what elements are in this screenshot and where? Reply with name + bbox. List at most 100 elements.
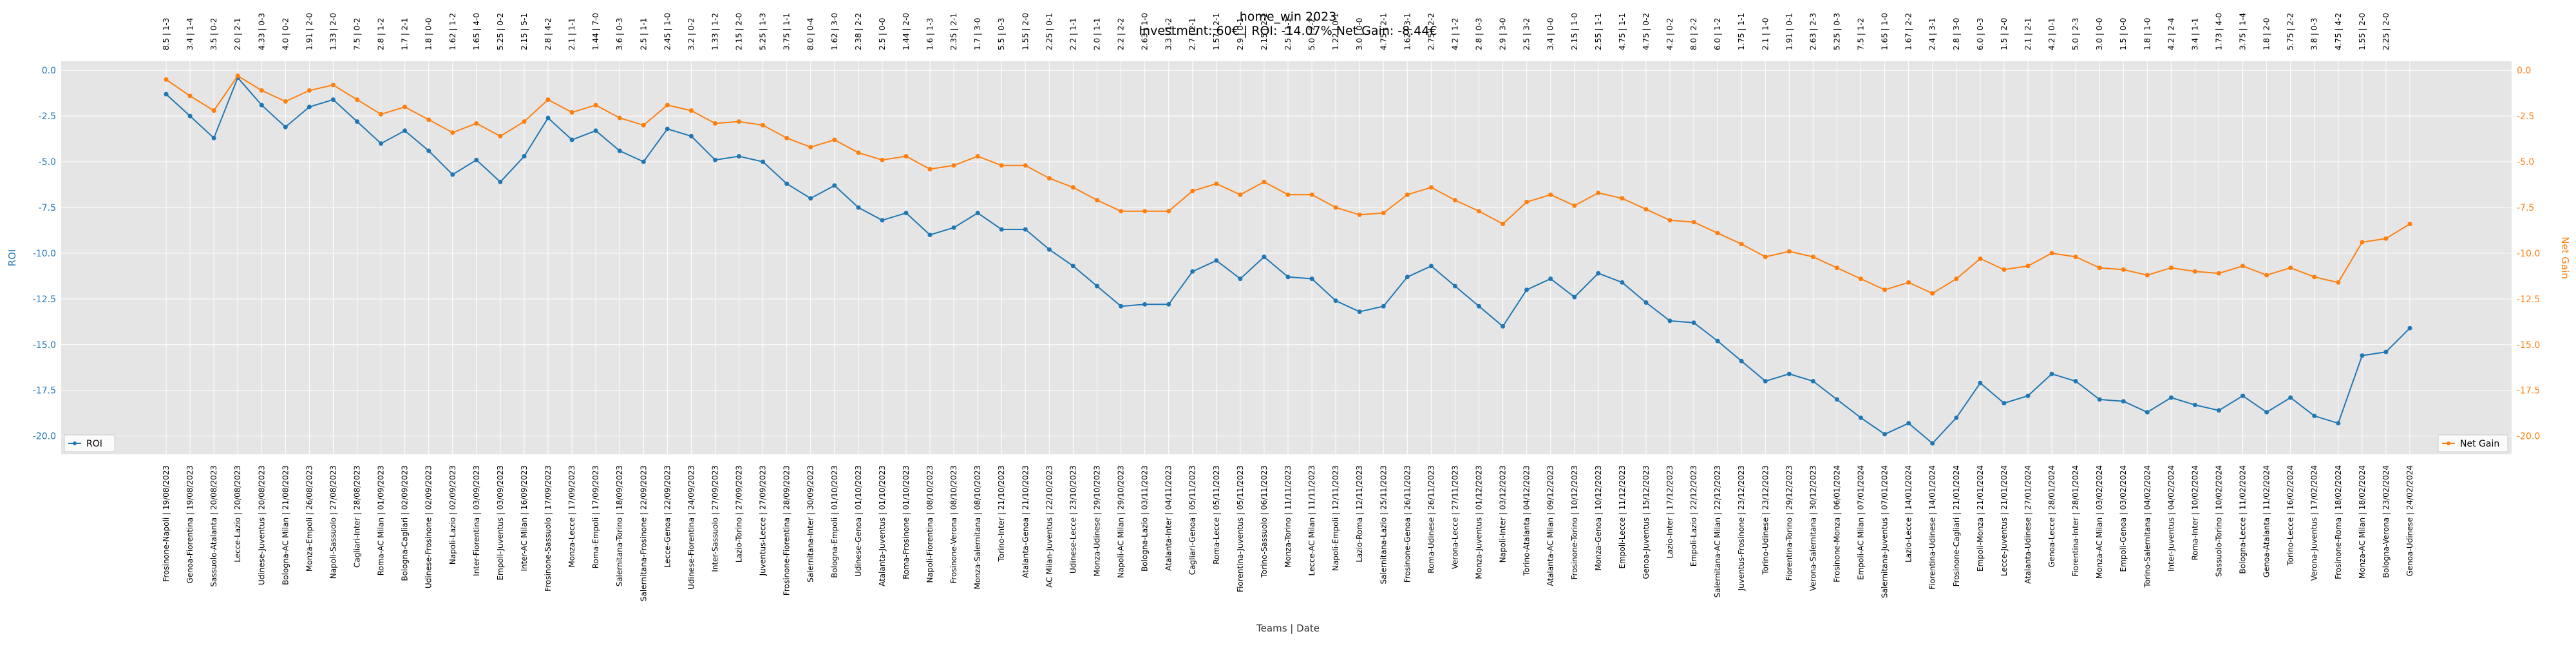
odds-label: 1.55 | 2-0	[1021, 13, 1030, 50]
odds-label: 2.45 | 1-0	[663, 13, 672, 50]
net-gain-point	[904, 154, 909, 159]
x-tick-label: Salernitana-Inter | 30/09/2023	[806, 465, 815, 583]
odds-label: 2.63 | 1-0	[1141, 13, 1150, 50]
x-tick-label: Roma-Empoli | 17/09/2023	[591, 465, 600, 568]
x-tick-label: Genoa-Juventus | 15/12/2023	[1642, 465, 1651, 579]
x-tick-label: Empoli-AC Milan | 07/01/2024	[1857, 465, 1866, 580]
net-gain-point	[1262, 179, 1267, 184]
net-gain-point	[1428, 185, 1434, 190]
x-tick-label: Empoli-Juventus | 03/09/2023	[496, 465, 505, 581]
roi-point	[737, 154, 741, 159]
odds-label: 1.62 | 3-1	[1403, 13, 1412, 50]
odds-label: 5.75 | 2-2	[2286, 13, 2295, 50]
net-gain-point	[761, 122, 766, 128]
x-tick-label: Verona-Salernitana | 30/12/2023	[1808, 465, 1817, 591]
odds-label: 2.5 | 1-1	[639, 18, 648, 50]
x-tick-label: Monza-Lecce | 17/09/2023	[567, 465, 576, 568]
roi-point	[2145, 410, 2150, 415]
roi-point	[545, 115, 551, 121]
roi-point	[1262, 255, 1267, 260]
net-gain-point	[211, 108, 216, 113]
roi-point	[688, 133, 694, 139]
net-gain-point	[283, 99, 288, 104]
net-gain-point	[1691, 220, 1696, 225]
x-tick-label: Monza-Juventus | 01/12/2023	[1475, 465, 1484, 579]
x-tick-label: Roma-Inter | 10/02/2024	[2190, 465, 2199, 561]
roi-point	[1405, 275, 1410, 280]
roi-point	[1309, 276, 1314, 282]
x-tick-label: Torino-Udinese | 23/12/2023	[1761, 465, 1770, 575]
x-tick-label: Frosinone-Cagliari | 21/01/2024	[1952, 465, 1961, 586]
roi-point	[951, 225, 956, 230]
odds-label: 2.75 | 2-2	[1426, 13, 1435, 50]
odds-label: 2.35 | 2-1	[949, 13, 958, 50]
left-y-tick-label: -5.0	[39, 157, 56, 168]
roi-point	[1285, 275, 1291, 280]
roi-point	[1954, 415, 1959, 420]
net-gain-point	[1452, 198, 1457, 203]
odds-label: 3.3 | 1-2	[1164, 18, 1173, 50]
odds-label: 1.33 | 1-2	[710, 13, 719, 50]
odds-label: 1.65 | 1-0	[1880, 13, 1889, 50]
net-gain-point	[1548, 192, 1553, 197]
x-tick-label: Frosinone-Torino | 10/12/2023	[1570, 465, 1579, 579]
roi-point	[1810, 379, 1815, 383]
net-gain-point	[522, 119, 527, 124]
x-tick-label: Frosinone-Monza | 06/01/2024	[1832, 465, 1841, 583]
net-gain-point	[1667, 218, 1672, 223]
odds-label: 5.5 | 0-3	[997, 18, 1006, 50]
net-gain-point	[2240, 264, 2246, 269]
odds-label: 3.2 | 0-2	[687, 18, 696, 50]
odds-label: 1.33 | 2-0	[328, 13, 337, 50]
net-gain-point	[379, 111, 384, 117]
x-tick-label: Monza-Udinese | 29/10/2023	[1092, 465, 1101, 576]
net-gain-point	[1214, 181, 1219, 186]
x-tick-label: Napoli-AC Milan | 29/10/2023	[1117, 465, 1126, 578]
right-y-tick-label: -20.0	[2517, 432, 2540, 442]
net-gain-point	[880, 157, 885, 162]
roi-point	[641, 159, 646, 164]
net-gain-point	[1763, 255, 1768, 260]
odds-label: 4.75 | 2-1	[1379, 13, 1388, 50]
odds-label: 1.44 | 7-0	[591, 13, 600, 50]
odds-label: 3.4 | 1-4	[185, 18, 194, 50]
net-gain-point	[665, 102, 670, 108]
roi-point	[1930, 441, 1935, 446]
net-gain-point	[832, 137, 837, 142]
odds-label: 2.5 | 1-1	[1283, 18, 1293, 50]
roi-point	[1501, 324, 1506, 329]
net-gain-point	[569, 110, 574, 115]
x-tick-label: Genoa-Fiorentina | 19/08/2023	[185, 465, 194, 584]
net-gain-point	[2312, 275, 2317, 280]
roi-point	[2312, 413, 2317, 418]
x-tick-label: Bologna-Lazio | 03/11/2023	[1141, 465, 1150, 572]
x-tick-label: Lecce-Genoa | 22/09/2023	[663, 465, 672, 568]
roi-point	[927, 233, 933, 237]
right-y-tick-label: -7.5	[2517, 203, 2534, 213]
roi-point	[1357, 309, 1362, 314]
roi-point	[522, 154, 527, 159]
x-tick-label: Monza-Salernitana | 08/10/2023	[973, 465, 982, 590]
odds-label: 2.8 | 1-2	[377, 18, 386, 50]
roi-point	[402, 128, 408, 133]
odds-label: 2.55 | 1-1	[1594, 13, 1603, 50]
net-gain-point	[1620, 196, 1625, 201]
roi-point	[2336, 421, 2341, 426]
x-tick-label: Bologna-Lecce | 11/02/2024	[2239, 465, 2248, 574]
roi-point	[713, 157, 717, 162]
net-gain-point	[1859, 276, 1863, 282]
net-gain-point	[1333, 205, 1338, 210]
net-gain-point	[498, 133, 503, 139]
roi-point	[2073, 379, 2078, 383]
left-y-tick-label: -2.5	[39, 111, 56, 122]
odds-label: 5.25 | 1-3	[759, 13, 768, 50]
x-tick-label: Roma-Lecce | 05/11/2023	[1212, 465, 1221, 565]
net-gain-point	[927, 166, 933, 171]
net-gain-point	[1238, 192, 1243, 197]
odds-label: 3.8 | 0-3	[2310, 18, 2319, 50]
odds-label: 2.1 | 1-1	[567, 18, 576, 50]
chart-subtitle: Investment: 60€ | ROI: -14.07% Net Gain:…	[1139, 24, 1437, 38]
x-tick-label: Lazio-Roma | 12/11/2023	[1355, 465, 1364, 563]
roi-point	[1620, 280, 1625, 285]
odds-labels: 8.5 | 1-3 3.4 | 1-4 3.5 | 0-2 2.0 | 2-1 4.33…	[162, 13, 2391, 50]
